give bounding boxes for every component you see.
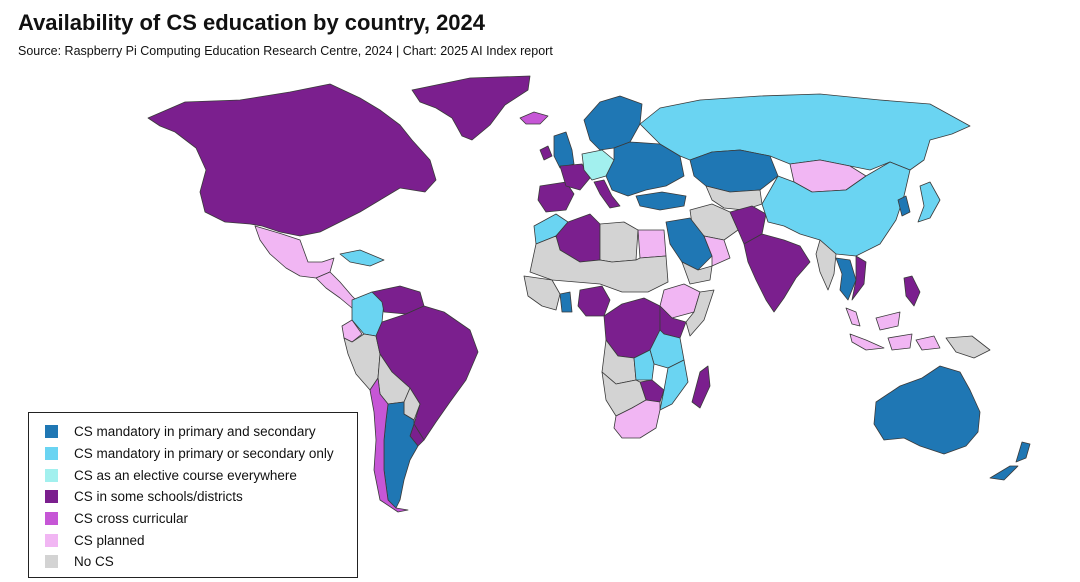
legend-item-planned: CS planned: [45, 529, 357, 551]
region-somalia: [685, 289, 715, 337]
region-scandinavia: [583, 95, 643, 151]
region-north-america: [147, 83, 437, 237]
region-ghana: [559, 291, 573, 313]
region-madagascar: [691, 365, 711, 409]
region-thailand: [835, 257, 857, 301]
region-tanzania: [649, 329, 685, 369]
region-japan: [917, 181, 941, 223]
region-vietnam: [851, 255, 867, 301]
legend-label: CS mandatory in primary or secondary onl…: [74, 446, 334, 462]
legend-label: No CS: [74, 554, 114, 570]
region-nigeria: [577, 285, 611, 317]
page-subtitle: Source: Raspberry Pi Computing Education…: [18, 44, 553, 58]
region-indonesia: [849, 333, 941, 351]
region-libya: [599, 221, 639, 263]
region-india: [743, 233, 811, 313]
region-papua-new-guinea: [945, 335, 991, 359]
region-zambia: [633, 349, 655, 381]
region-mozambique: [659, 359, 689, 411]
region-egypt: [637, 229, 667, 259]
region-uk: [553, 131, 575, 169]
region-myanmar: [815, 239, 837, 291]
legend-label: CS planned: [74, 532, 145, 548]
region-yemen: [681, 261, 713, 285]
region-iceland: [519, 111, 549, 125]
region-south-africa: [613, 399, 661, 439]
page-title: Availability of CS education by country,…: [18, 10, 486, 35]
region-australia: [873, 365, 981, 455]
region-chile: [369, 377, 409, 513]
legend-label: CS in some schools/districts: [74, 489, 243, 505]
region-sahel: [529, 235, 669, 293]
legend-swatch: [45, 447, 58, 461]
region-ecuador: [341, 319, 363, 343]
legend-label: CS cross curricular: [74, 511, 189, 527]
legend-item-mandatory-one: CS mandatory in primary or secondary onl…: [45, 443, 357, 465]
legend-swatch: [45, 490, 58, 504]
legend-label: CS as an elective course everywhere: [74, 467, 297, 483]
region-greenland: [411, 75, 531, 141]
legend-label: CS mandatory in primary and secondary: [74, 424, 316, 440]
legend-swatch: [45, 512, 58, 526]
legend-item-no-cs: No CS: [45, 551, 357, 573]
legend-swatch: [45, 468, 58, 482]
legend-swatch: [45, 555, 58, 569]
region-peru: [343, 333, 381, 391]
region-malaysia: [845, 307, 901, 331]
legend: CS mandatory in primary and secondary CS…: [28, 412, 358, 578]
region-cuba: [339, 249, 385, 267]
region-kazakhstan: [689, 149, 779, 193]
region-eastern-europe: [605, 141, 685, 197]
region-philippines: [903, 275, 921, 307]
region-oman-uae: [703, 235, 731, 267]
legend-item-mandatory-both: CS mandatory in primary and secondary: [45, 421, 357, 443]
region-new-zealand: [989, 441, 1031, 481]
region-saudi-arabia: [665, 217, 713, 271]
region-korea: [897, 195, 911, 217]
region-turkey: [635, 191, 687, 211]
region-ireland: [539, 145, 553, 161]
legend-swatch: [45, 425, 58, 439]
legend-item-elective: CS as an elective course everywhere: [45, 464, 357, 486]
legend-swatch: [45, 533, 58, 547]
region-russia: [639, 93, 971, 171]
legend-item-some-schools: CS in some schools/districts: [45, 486, 357, 508]
region-france: [559, 163, 591, 191]
region-italy: [593, 179, 621, 209]
legend-item-cross-curricular: CS cross curricular: [45, 508, 357, 530]
region-west-africa: [523, 275, 561, 311]
